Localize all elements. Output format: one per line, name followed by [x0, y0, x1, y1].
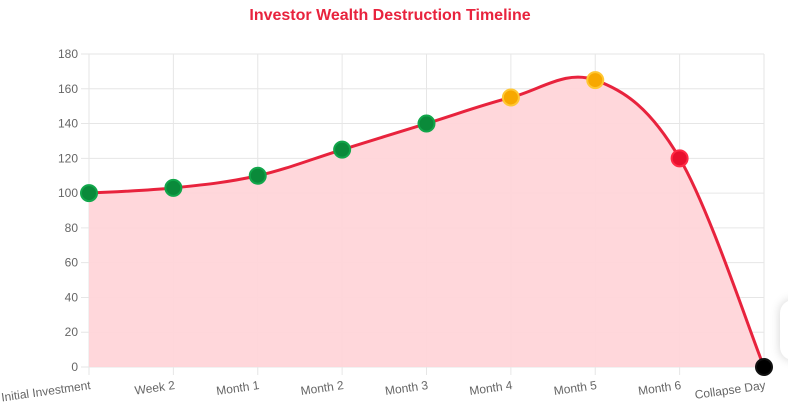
y-tick-label: 40 [65, 290, 79, 304]
x-tick-label: Month 6 [637, 378, 682, 398]
x-axis-ticks: Initial Investment Week 2 Month 1 Month 2 Mo… [0, 378, 766, 404]
x-tick-label: Week 2 [134, 378, 176, 398]
data-point[interactable] [333, 140, 352, 159]
data-point[interactable] [80, 184, 98, 203]
series-area-fill [89, 77, 764, 367]
data-point[interactable] [417, 114, 436, 133]
chart-title: Investor Wealth Destruction Timeline [249, 7, 530, 24]
y-tick-label: 80 [65, 221, 79, 235]
x-tick-label: Month 2 [300, 378, 345, 398]
y-tick-label: 140 [58, 117, 78, 131]
x-tick-label: Month 5 [553, 378, 598, 398]
data-point[interactable] [586, 71, 605, 90]
y-axis-ticks: 0 20 40 60 80 100 120 140 160 180 [58, 47, 78, 374]
data-point[interactable] [248, 166, 267, 185]
data-point[interactable] [755, 358, 773, 376]
y-tick-label: 60 [65, 256, 79, 270]
data-point[interactable] [164, 178, 183, 197]
y-tick-label: 20 [65, 325, 79, 339]
y-tick-label: 0 [71, 360, 78, 374]
x-tick-label: Month 3 [384, 378, 429, 398]
floating-widget-edge[interactable] [780, 300, 788, 360]
y-tick-label: 100 [58, 186, 78, 200]
data-points [80, 71, 773, 376]
y-tick-label: 160 [58, 82, 78, 96]
data-point[interactable] [501, 88, 520, 107]
x-tick-label: Month 4 [468, 378, 513, 398]
y-tick-label: 120 [58, 151, 78, 165]
area-fill-layer [89, 77, 764, 367]
data-point[interactable] [670, 149, 689, 168]
x-tick-label: Month 1 [215, 378, 260, 398]
x-tick-label: Initial Investment [0, 378, 92, 404]
x-tick-label: Collapse Day [694, 378, 767, 402]
y-tick-label: 180 [58, 47, 78, 61]
